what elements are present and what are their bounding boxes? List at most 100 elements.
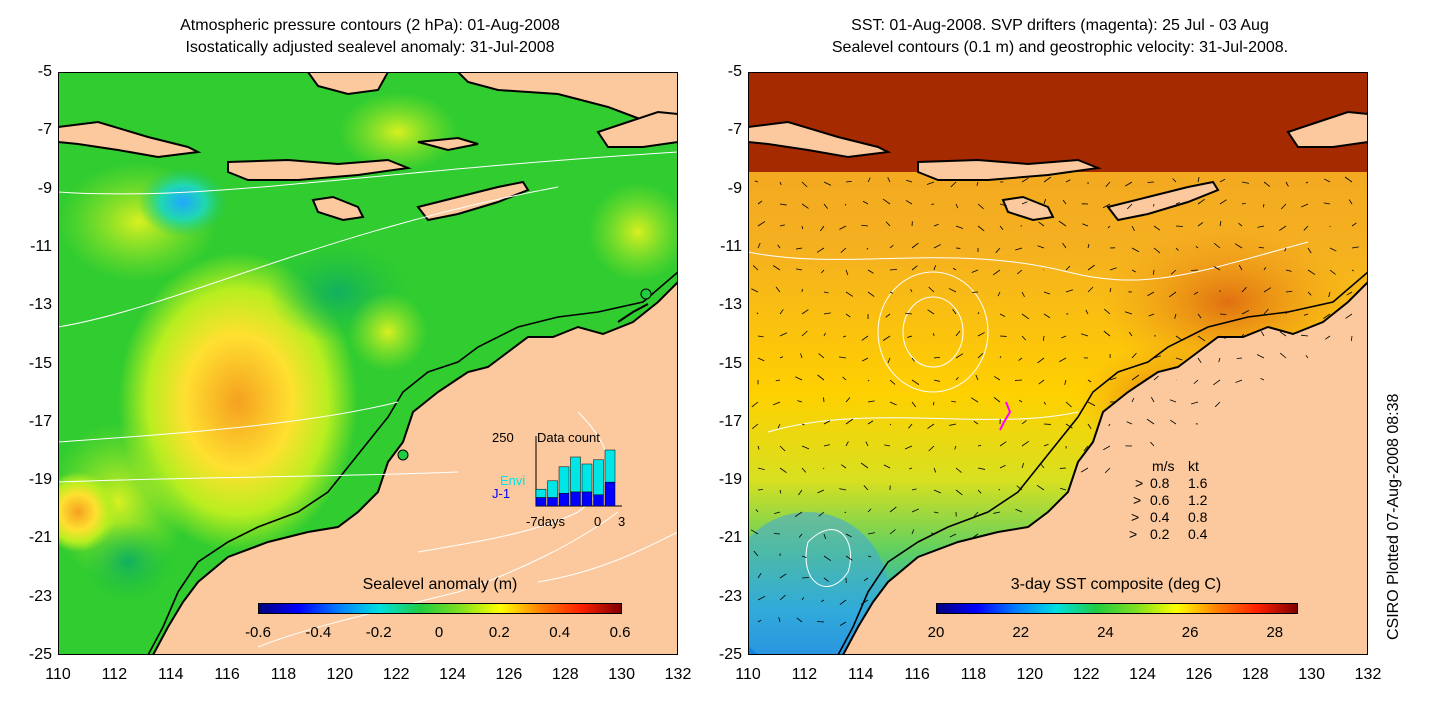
j1-count-bar — [558, 493, 570, 507]
velocity-vector — [1305, 354, 1309, 359]
velocity-vector — [839, 621, 847, 626]
velocity-vector — [1038, 221, 1045, 227]
velocity-vector — [839, 225, 847, 230]
velocity-vector — [1285, 269, 1292, 272]
velocity-vector — [1323, 313, 1331, 319]
velocity-vector — [757, 489, 764, 491]
velocity-vector — [801, 330, 808, 337]
velocity-vector — [1307, 269, 1316, 275]
velocity-vector — [777, 244, 781, 249]
left-ytick: -15 — [28, 354, 52, 372]
velocity-vector — [928, 286, 935, 293]
velocity-vector — [908, 423, 913, 429]
left-xtick: 126 — [495, 666, 523, 683]
velocity-vector — [1126, 421, 1133, 425]
legend-arrow-icon: > — [1135, 475, 1144, 491]
velocity-vector — [1241, 334, 1245, 337]
velocity-vector — [845, 313, 851, 318]
velocity-vector — [1103, 330, 1111, 337]
velocity-vector — [1150, 441, 1155, 447]
velocity-vector — [1040, 464, 1045, 469]
legend-arrow-icon: > — [1131, 509, 1140, 525]
velocity-vector — [1060, 487, 1067, 491]
legend-arrow-icon: > — [1129, 526, 1138, 542]
velocity-vector — [905, 312, 913, 315]
velocity-vector — [1016, 485, 1023, 491]
velocity-vector — [955, 225, 964, 229]
velocity-vector — [971, 269, 979, 273]
velocity-vector — [970, 533, 979, 540]
velocity-vector — [1197, 335, 1206, 342]
data-count-title: Data count — [537, 430, 600, 445]
right-xtick: 116 — [904, 666, 930, 683]
velocity-vector — [845, 180, 852, 183]
velocity-vector — [779, 181, 782, 186]
velocity-vector — [1131, 397, 1135, 403]
velocity-vector — [883, 464, 891, 469]
velocity-vector — [798, 533, 803, 538]
velocity-vector — [775, 286, 781, 293]
left-ytick: -5 — [37, 63, 52, 80]
velocity-vector — [823, 203, 828, 209]
velocity-vector — [1043, 401, 1047, 405]
velocity-vector — [867, 291, 875, 297]
velocity-vector — [999, 313, 1006, 317]
right-title-line1: SST: 01-Aug-2008. SVP drifters (magenta)… — [851, 17, 1269, 34]
velocity-vector — [977, 203, 984, 210]
velocity-vector — [844, 511, 847, 514]
velocity-vector — [977, 489, 982, 494]
velocity-vector — [816, 621, 825, 623]
velocity-vector — [977, 332, 985, 337]
velocity-vector — [948, 288, 957, 293]
velocity-vector — [1303, 313, 1309, 316]
velocity-vector — [973, 511, 979, 517]
right-xtick: 128 — [1241, 666, 1269, 683]
left-title-line2: Isostatically adjusted sealevel anomaly:… — [185, 39, 555, 56]
velocity-vector — [1021, 440, 1030, 447]
velocity-vector — [819, 225, 825, 232]
velocity-vector — [867, 177, 871, 183]
right-xtick: 132 — [1354, 666, 1382, 683]
velocity-vector — [1213, 266, 1221, 271]
velocity-vector — [1175, 357, 1183, 361]
left-xtick: 124 — [439, 666, 466, 683]
legend-ms-value: 0.8 — [1150, 475, 1170, 491]
left-colorbar-tick: 0 — [434, 624, 444, 641]
velocity-vector — [1021, 335, 1027, 341]
velocity-vector — [911, 488, 917, 491]
velocity-vector — [933, 467, 937, 473]
right-colorbar-tick: 28 — [1266, 624, 1284, 641]
velocity-vector — [863, 485, 869, 491]
velocity-vector — [977, 352, 984, 359]
velocity-vector — [779, 445, 786, 452]
velocity-vector — [1263, 181, 1271, 187]
velocity-vector — [889, 291, 894, 294]
velocity-vector — [889, 529, 896, 535]
velocity-vector — [976, 181, 979, 186]
right-ytick: -7 — [727, 121, 742, 139]
velocity-vector — [1105, 181, 1111, 188]
left-colorbar-tick: 0.2 — [488, 624, 510, 641]
legend-kt-value: 0.4 — [1188, 526, 1208, 542]
velocity-vector — [1279, 352, 1287, 359]
left-xtick: 116 — [214, 666, 240, 683]
velocity-vector — [751, 288, 759, 293]
velocity-vector — [1131, 374, 1140, 381]
velocity-vector — [777, 423, 781, 429]
velocity-vector — [1065, 401, 1072, 408]
velocity-vector — [862, 200, 869, 205]
velocity-vector — [1103, 308, 1111, 315]
velocity-vector — [757, 357, 765, 362]
velocity-vector — [795, 268, 803, 271]
envi-label: Envi — [500, 473, 526, 488]
velocity-vector — [1043, 176, 1052, 183]
velocity-vector — [1305, 181, 1309, 184]
velocity-vector — [867, 508, 872, 513]
velocity-vector — [867, 379, 870, 382]
velocity-vector — [933, 511, 939, 514]
velocity-vector — [952, 267, 957, 271]
velocity-vector — [1169, 399, 1177, 403]
velocity-vector — [1021, 201, 1028, 205]
velocity-vector — [845, 418, 854, 425]
velocity-vector — [911, 242, 919, 249]
